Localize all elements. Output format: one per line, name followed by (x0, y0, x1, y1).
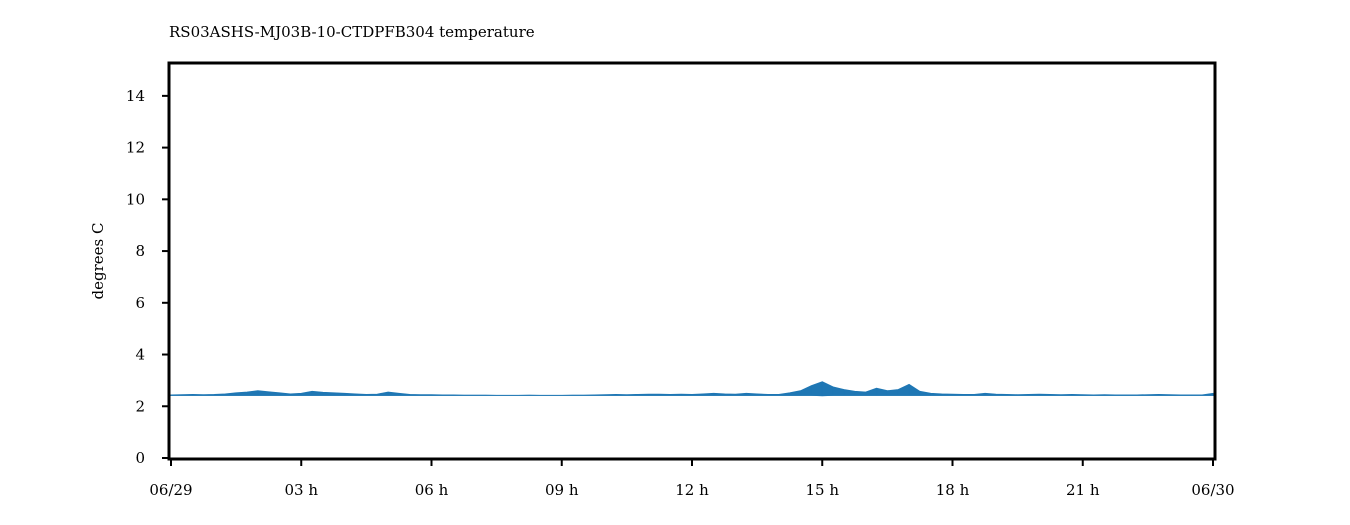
y-tick-label: 14 (126, 87, 145, 105)
y-tick-label: 10 (126, 190, 145, 208)
x-tick-label: 06/29 (149, 481, 192, 499)
x-tick-label: 18 h (936, 481, 970, 499)
y-axis-label: degrees C (89, 223, 107, 300)
y-tick-label: 0 (135, 449, 145, 467)
x-tick-label: 21 h (1066, 481, 1100, 499)
x-axis: 06/29 03 h 06 h 09 h 12 h 15 h 18 h 21 h 06/30 (149, 459, 1235, 499)
x-tick-label: 06/30 (1191, 481, 1234, 499)
plot-frame (167, 61, 1217, 461)
plot-area (169, 63, 1215, 459)
y-tick-label: 4 (135, 346, 145, 364)
y-tick-label: 12 (126, 139, 145, 157)
series-layer (169, 381, 1215, 397)
y-tick-label: 2 (135, 397, 145, 415)
x-tick-label: 12 h (675, 481, 709, 499)
x-tick-label: 03 h (284, 481, 318, 499)
y-tick-label: 6 (135, 294, 145, 312)
x-tick-label: 06 h (415, 481, 449, 499)
y-axis: 0 2 4 6 8 10 12 14 (126, 87, 169, 467)
y-tick-label: 8 (135, 242, 145, 260)
x-tick-label: 15 h (805, 481, 839, 499)
x-tick-label: 09 h (545, 481, 579, 499)
chart-title: RS03ASHS-MJ03B-10-CTDPFB304 temperature (169, 23, 535, 41)
